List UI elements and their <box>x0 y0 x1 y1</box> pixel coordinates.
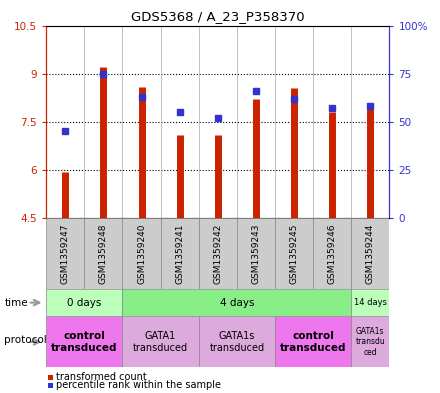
Text: GSM1359245: GSM1359245 <box>290 223 299 284</box>
Text: GSM1359240: GSM1359240 <box>137 223 146 284</box>
Bar <box>46 316 122 367</box>
Text: GATA1
transduced: GATA1 transduced <box>133 331 188 353</box>
Bar <box>313 218 351 289</box>
Bar <box>275 316 351 367</box>
Bar <box>237 218 275 289</box>
Text: GSM1359242: GSM1359242 <box>213 223 222 284</box>
Text: GSM1359243: GSM1359243 <box>251 223 260 284</box>
Bar <box>122 316 199 367</box>
Text: GSM1359244: GSM1359244 <box>366 223 375 284</box>
Bar <box>46 289 122 316</box>
Text: GSM1359247: GSM1359247 <box>61 223 70 284</box>
Text: GSM1359241: GSM1359241 <box>175 223 184 284</box>
Bar <box>199 218 237 289</box>
Text: control
transduced: control transduced <box>51 331 117 353</box>
Bar <box>161 218 199 289</box>
Bar <box>351 289 389 316</box>
Text: 4 days: 4 days <box>220 298 254 308</box>
Text: GATA1s
transduced: GATA1s transduced <box>209 331 264 353</box>
Text: control
transduced: control transduced <box>280 331 346 353</box>
Bar <box>84 218 122 289</box>
Title: GDS5368 / A_23_P358370: GDS5368 / A_23_P358370 <box>131 10 304 23</box>
Text: transformed count: transformed count <box>56 373 147 382</box>
Text: time: time <box>4 298 28 308</box>
Text: GSM1359246: GSM1359246 <box>328 223 337 284</box>
Text: protocol: protocol <box>4 335 47 345</box>
Text: 14 days: 14 days <box>354 298 387 307</box>
Bar <box>122 218 161 289</box>
Bar <box>351 218 389 289</box>
Text: 0 days: 0 days <box>67 298 102 308</box>
Text: percentile rank within the sample: percentile rank within the sample <box>56 380 221 390</box>
Bar <box>46 218 84 289</box>
Bar <box>275 218 313 289</box>
Bar <box>199 316 275 367</box>
Text: GSM1359248: GSM1359248 <box>99 223 108 284</box>
Text: GATA1s
transdu
ced: GATA1s transdu ced <box>356 327 385 357</box>
Bar <box>122 289 351 316</box>
Bar <box>351 316 389 367</box>
